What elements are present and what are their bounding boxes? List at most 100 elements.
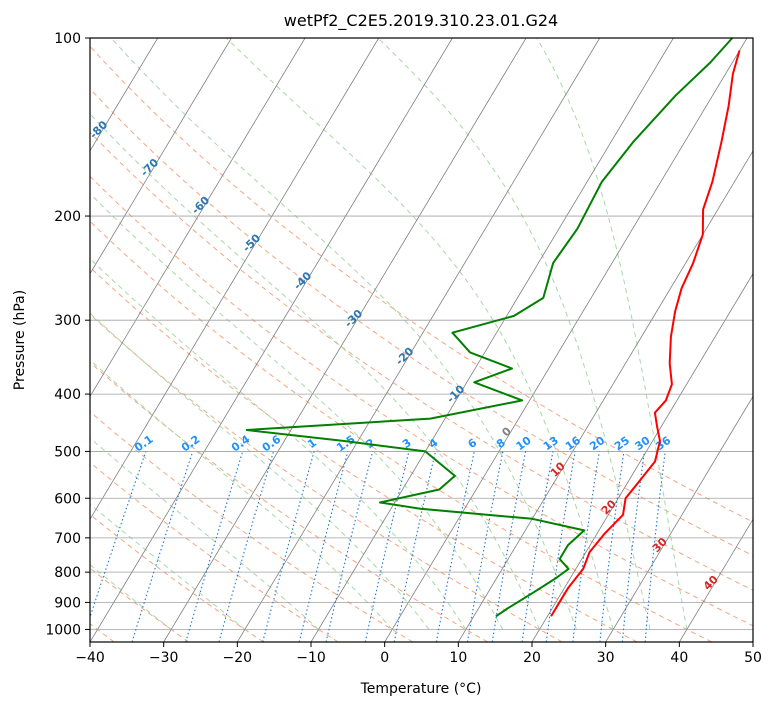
isotherm-label-warm: 40 bbox=[701, 573, 721, 593]
mixing-ratio-label: 16 bbox=[563, 434, 583, 454]
moist-adiabat bbox=[90, 192, 504, 630]
temperature-line bbox=[550, 50, 741, 617]
plot-frame bbox=[89, 37, 754, 643]
y-tick-label: 800 bbox=[54, 565, 81, 581]
y-tick-label: 200 bbox=[54, 209, 81, 225]
x-axis: −40 −30 −20 −10 0 10 20 30 40 50 bbox=[75, 642, 762, 666]
x-tick-label: −30 bbox=[149, 650, 179, 666]
y-axis: 100 200 300 400 500 600 700 800 900 1000 bbox=[45, 31, 90, 638]
isotherm-line bbox=[90, 38, 306, 398]
isotherm-label-cold: -10 bbox=[444, 382, 467, 405]
moist-adiabat bbox=[90, 503, 246, 630]
mixing-ratio-line bbox=[599, 451, 625, 642]
mixing-ratio-line bbox=[621, 451, 646, 642]
moist-adiabat bbox=[90, 437, 319, 630]
mixing-ratio-label: 6 bbox=[465, 436, 479, 451]
isotherm-label-zero: 0 bbox=[499, 424, 514, 439]
mixing-ratio-line bbox=[298, 451, 349, 642]
isotherm-label-warm: 20 bbox=[599, 497, 619, 517]
isotherm-label-cold: -100 bbox=[0, 40, 11, 69]
mixing-ratio-line bbox=[262, 451, 315, 642]
isotherm-line bbox=[605, 395, 753, 642]
y-axis-title: Pressure (hPa) bbox=[12, 290, 28, 390]
isotherm-line bbox=[90, 38, 453, 642]
dry-adiabat bbox=[90, 513, 264, 642]
moist-adiabat bbox=[90, 564, 172, 630]
x-tick-label: 20 bbox=[523, 650, 541, 666]
x-tick-label: −40 bbox=[75, 650, 105, 666]
mixing-ratio-line bbox=[131, 451, 194, 642]
isotherm-label-warm: 10 bbox=[548, 459, 568, 479]
isotherm-line bbox=[531, 272, 753, 642]
isotherm-line bbox=[678, 518, 753, 642]
x-tick-label: −10 bbox=[296, 650, 326, 666]
dewpoint-line bbox=[245, 38, 734, 618]
dry-adiabat bbox=[90, 88, 753, 557]
mixing-ratio-line bbox=[572, 451, 600, 642]
line-labels: 0.1 0.2 0.4 0.6 1 1.5 2 3 4 6 8 10 13 16 20 25 30 36-100-… bbox=[0, 40, 721, 593]
y-tick-label: 600 bbox=[54, 491, 81, 507]
moist-adiabat bbox=[536, 38, 688, 630]
mixing-ratio-label: 25 bbox=[612, 434, 632, 453]
x-tick-label: 40 bbox=[670, 650, 688, 666]
mixing-ratio-line bbox=[364, 451, 410, 642]
x-tick-label: 10 bbox=[449, 650, 467, 666]
mixing-ratio-label: 8 bbox=[494, 436, 508, 451]
moist-adiabat bbox=[377, 38, 651, 630]
dry-adiabat bbox=[90, 131, 753, 591]
isotherm-line bbox=[90, 38, 380, 520]
y-tick-label: 100 bbox=[54, 31, 81, 47]
isotherm-line bbox=[384, 38, 748, 642]
isotherm-line bbox=[752, 641, 753, 642]
mixing-ratio-line bbox=[218, 451, 275, 642]
mixing-ratio-label: 4 bbox=[427, 436, 441, 451]
isotherm-line bbox=[236, 38, 601, 642]
isotherm-line bbox=[163, 38, 527, 642]
x-tick-label: 0 bbox=[380, 650, 389, 666]
mixing-ratio-line bbox=[644, 451, 666, 642]
isotherm-label-cold: -50 bbox=[240, 231, 263, 254]
dry-adiabat bbox=[90, 220, 712, 642]
x-tick-label: 30 bbox=[597, 650, 615, 666]
dry-adiabat bbox=[90, 461, 339, 642]
isotherm-line bbox=[310, 38, 674, 642]
isotherm-label-cold: -90 bbox=[36, 80, 59, 103]
y-tick-label: 1000 bbox=[45, 622, 81, 638]
isotherm-line bbox=[457, 150, 753, 642]
background-lines bbox=[0, 38, 753, 642]
dry-adiabat bbox=[90, 411, 414, 642]
dry-adiabat bbox=[90, 361, 488, 642]
mixing-ratio-line bbox=[325, 451, 374, 642]
mixing-ratio-line bbox=[545, 451, 576, 642]
x-tick-label: −20 bbox=[223, 650, 253, 666]
isotherm-label-cold: -30 bbox=[342, 307, 365, 330]
chart-title: wetPf2_C2E5.2019.310.23.01.G24 bbox=[284, 11, 558, 31]
isotherm-label-cold: -40 bbox=[291, 269, 314, 292]
mixing-ratio-line bbox=[185, 451, 244, 642]
moist-adiabat bbox=[110, 38, 577, 630]
moist-adiabat bbox=[90, 359, 393, 630]
x-tick-label: 50 bbox=[744, 650, 762, 666]
x-axis-title: Temperature (°C) bbox=[360, 681, 482, 697]
mixing-ratio-label: 10 bbox=[514, 434, 534, 454]
mixing-ratio-label: 30 bbox=[632, 434, 652, 454]
profile-lines bbox=[245, 38, 741, 618]
y-tick-label: 400 bbox=[54, 387, 81, 403]
isotherm-label-cold: -60 bbox=[189, 194, 212, 217]
dry-adiabat bbox=[90, 313, 563, 642]
y-tick-label: 700 bbox=[54, 531, 81, 547]
dry-adiabat bbox=[90, 175, 753, 627]
dry-adiabat bbox=[90, 266, 638, 642]
isotherm-line bbox=[90, 38, 159, 152]
y-tick-label: 500 bbox=[54, 444, 81, 460]
isotherm-label-cold: -70 bbox=[138, 156, 161, 179]
moist-adiabat bbox=[226, 38, 614, 630]
y-tick-label: 300 bbox=[54, 313, 81, 329]
isotherm-line bbox=[90, 38, 232, 275]
y-tick-label: 900 bbox=[54, 595, 81, 611]
mixing-ratio-line bbox=[521, 451, 554, 642]
dry-adiabat bbox=[90, 45, 753, 523]
moist-adiabat bbox=[90, 257, 467, 630]
isotherm-line bbox=[0, 38, 10, 642]
